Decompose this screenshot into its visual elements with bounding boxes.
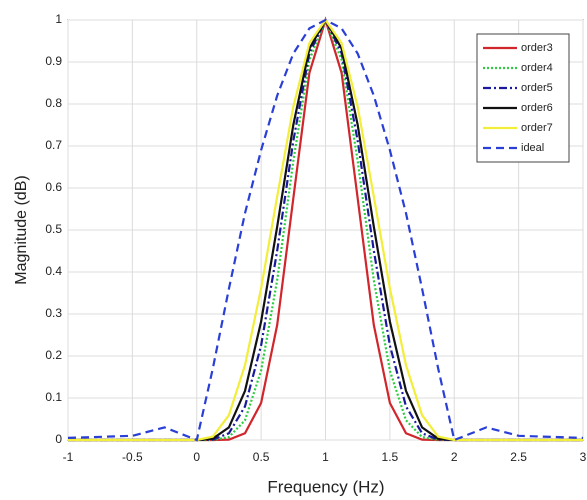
y-tick-label: 1 [55, 12, 62, 26]
y-tick-label: 0.2 [45, 348, 62, 362]
x-tick-label: 0.5 [253, 450, 270, 464]
x-tick-label: -1 [63, 450, 74, 464]
y-tick-label: 0.6 [45, 180, 62, 194]
x-tick-label: 1.5 [382, 450, 399, 464]
x-tick-label: 2.5 [510, 450, 527, 464]
legend-box [476, 33, 570, 163]
legend-label: order6 [521, 102, 553, 114]
x-tick-label: 2 [451, 450, 458, 464]
x-tick-label: 0 [193, 450, 200, 464]
legend-label: ideal [521, 142, 544, 154]
y-tick-label: 0 [55, 432, 62, 446]
legend-label: order3 [521, 42, 553, 54]
y-tick-label: 0.9 [45, 54, 62, 68]
x-tick-label: -0.5 [122, 450, 143, 464]
y-tick-label: 0.1 [45, 390, 62, 404]
y-tick-label: 0.5 [45, 222, 62, 236]
line-series [67, 18, 584, 442]
x-axis-title: Frequency (Hz) [267, 477, 384, 496]
x-tick-label: 1 [322, 450, 329, 464]
legend-label: order7 [521, 122, 553, 134]
y-tick-label: 0.7 [45, 138, 62, 152]
legend-label: order4 [521, 62, 553, 74]
y-axis-title: Magnitude (dB) [13, 175, 30, 284]
y-tick-label: 0.8 [45, 96, 62, 110]
x-tick-label: 3 [580, 450, 587, 464]
y-tick-label: 0.4 [45, 264, 62, 278]
legend-label: order5 [521, 82, 553, 94]
y-tick-label: 0.3 [45, 306, 62, 320]
